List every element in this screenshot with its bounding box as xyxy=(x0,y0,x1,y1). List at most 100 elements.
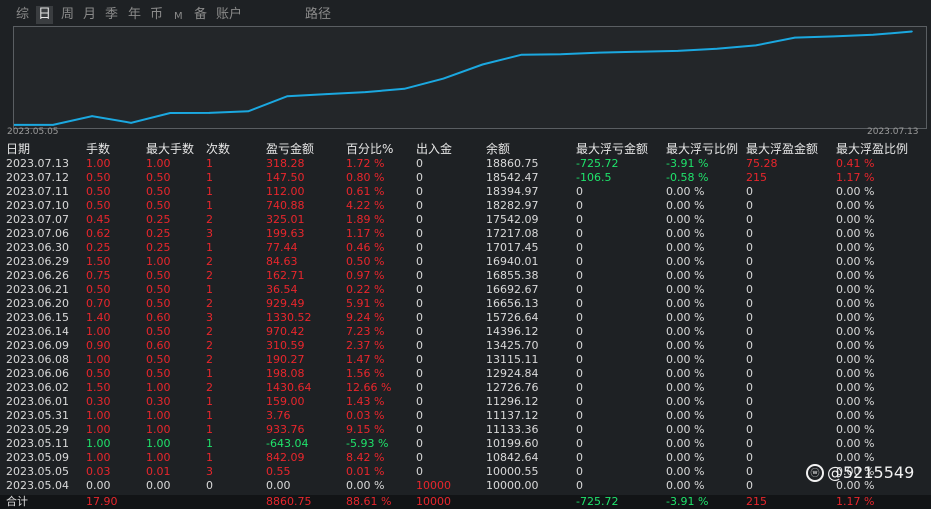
tab-6[interactable]: 币 xyxy=(150,7,164,22)
tab-8[interactable]: 备 xyxy=(194,7,208,22)
table-cell: 0 xyxy=(576,479,583,492)
table-cell: 1.72 % xyxy=(346,157,385,170)
table-cell: 318.28 xyxy=(266,157,305,170)
table-cell: 0.25 xyxy=(146,227,171,240)
table-cell: 0 xyxy=(576,409,583,422)
table-cell: 10000.00 xyxy=(486,479,539,492)
table-cell: 0.46 % xyxy=(346,241,385,254)
table-cell: 12.66 % xyxy=(346,381,392,394)
table-cell: 2023.07.13 xyxy=(6,157,69,170)
balance-point xyxy=(794,36,796,39)
table-cell: 0 xyxy=(746,283,753,296)
table-cell: 2 xyxy=(206,269,213,282)
table-cell: 1 xyxy=(206,283,213,296)
tab-10[interactable]: 路径 xyxy=(305,7,332,22)
table-cell: 2023.05.29 xyxy=(6,423,69,436)
table-cell: 2023.07.06 xyxy=(6,227,69,240)
table-cell: 310.59 xyxy=(266,339,305,352)
table-cell: 0 xyxy=(576,367,583,380)
balance-point xyxy=(208,112,211,114)
table-cell: 0 xyxy=(416,409,423,422)
watermark: ⓦ @5215549 xyxy=(806,463,914,482)
table-cell: 0 xyxy=(416,283,423,296)
tab-1[interactable]: 日 xyxy=(36,6,54,24)
table-cell: 11137.12 xyxy=(486,409,539,422)
table-cell: 3 xyxy=(206,227,213,240)
table-row: 2023.06.29 1.50 1.00 2 84.63 0.50 % 0 16940.01 0… xyxy=(0,255,931,269)
balance-point xyxy=(52,124,54,126)
table-cell: 2023.07.11 xyxy=(6,185,69,198)
balance-line xyxy=(14,30,913,126)
tab-9[interactable]: 账户 xyxy=(216,7,243,22)
table-cell: 0.61 % xyxy=(346,185,385,198)
table-cell: 0.50 xyxy=(146,325,171,338)
table-cell: 0.80 % xyxy=(346,171,385,184)
column-header: 手数 xyxy=(86,142,111,156)
table-cell: 2023.06.29 xyxy=(6,255,69,268)
table-cell: 0.50 xyxy=(146,283,171,296)
balance-point xyxy=(755,44,757,47)
column-header: 最大手数 xyxy=(146,142,195,156)
table-cell: 0.01 xyxy=(146,465,171,478)
table-cell: 1 xyxy=(206,171,213,184)
column-header: 出入金 xyxy=(416,142,453,156)
table-cell: 1 xyxy=(206,199,213,212)
tab-4[interactable]: 季 xyxy=(105,7,119,22)
table-row: 2023.07.10 0.50 0.50 1 740.88 4.22 % 0 18282.97… xyxy=(0,199,931,213)
balance-point xyxy=(286,95,289,97)
tab-5[interactable]: 年 xyxy=(128,7,142,22)
table-cell: 0.00 % xyxy=(666,185,705,198)
table-cell: 0 xyxy=(746,437,753,450)
table-cell: 1 xyxy=(206,185,213,198)
table-cell: 0 xyxy=(416,395,423,408)
balance-point xyxy=(130,122,132,124)
table-cell: 147.50 xyxy=(266,171,305,184)
table-cell: 0.00 % xyxy=(666,381,705,394)
tab-3[interactable]: 月 xyxy=(83,7,97,22)
table-cell: 0.50 xyxy=(146,199,171,212)
table-cell: 0.00 % xyxy=(666,395,705,408)
table-row: 2023.07.13 1.00 1.00 1 318.28 1.72 % 0 18860.75… xyxy=(0,157,931,171)
table-cell: 0 xyxy=(746,367,753,380)
balance-point xyxy=(325,93,328,95)
table-cell: 0 xyxy=(576,227,583,240)
table-row: 2023.06.26 0.75 0.50 2 162.71 0.97 % 0 16855.38… xyxy=(0,269,931,283)
column-header: 次数 xyxy=(206,142,231,156)
table-cell: 0.00 % xyxy=(666,451,705,464)
table-cell: 0.00 % xyxy=(836,367,875,380)
table-cell: 0.45 xyxy=(86,213,111,226)
balance-point xyxy=(637,50,640,53)
table-cell: 2023.06.14 xyxy=(6,325,69,338)
table-cell: -725.72 xyxy=(576,495,619,508)
table-cell: 0.00 % xyxy=(666,423,705,436)
tab-2[interactable]: 周 xyxy=(61,7,75,22)
table-cell: 0.00 % xyxy=(666,325,705,338)
table-cell: 0.00 % xyxy=(836,479,875,492)
table-cell: 0.00 % xyxy=(836,353,875,366)
table-cell: 0.00 % xyxy=(836,437,875,450)
table-cell: 0.50 xyxy=(146,185,171,198)
table-cell: 0 xyxy=(416,241,423,254)
table-cell: 1 xyxy=(206,437,213,450)
table-cell: 3 xyxy=(206,311,213,324)
table-cell: 0.00 % xyxy=(836,227,875,240)
table-cell: 1.00 xyxy=(86,437,111,450)
table-row: 2023.06.15 1.40 0.60 3 1330.52 9.24 % 0 15726.6… xyxy=(0,311,931,325)
table-cell: -3.91 % xyxy=(666,157,709,170)
table-cell: 0 xyxy=(746,185,753,198)
table-cell: 2.37 % xyxy=(346,339,385,352)
table-cell: 12924.84 xyxy=(486,367,539,380)
table-cell: 0 xyxy=(416,213,423,226)
table-cell: 0 xyxy=(746,479,753,492)
tab-0[interactable]: 综 xyxy=(16,7,30,22)
column-header: 余额 xyxy=(486,142,511,156)
table-row: 2023.05.11 1.00 1.00 1 -643.04 -5.93 % 0 10199.… xyxy=(0,437,931,451)
table-cell: 0.00 xyxy=(146,479,171,492)
table-cell: -5.93 % xyxy=(346,437,389,450)
table-cell: 0 xyxy=(416,297,423,310)
table-cell: 2 xyxy=(206,297,213,310)
tab-7[interactable]: M xyxy=(174,11,183,22)
table-cell: 16656.13 xyxy=(486,297,539,310)
table-cell: -0.58 % xyxy=(666,171,709,184)
table-cell: 0 xyxy=(576,297,583,310)
